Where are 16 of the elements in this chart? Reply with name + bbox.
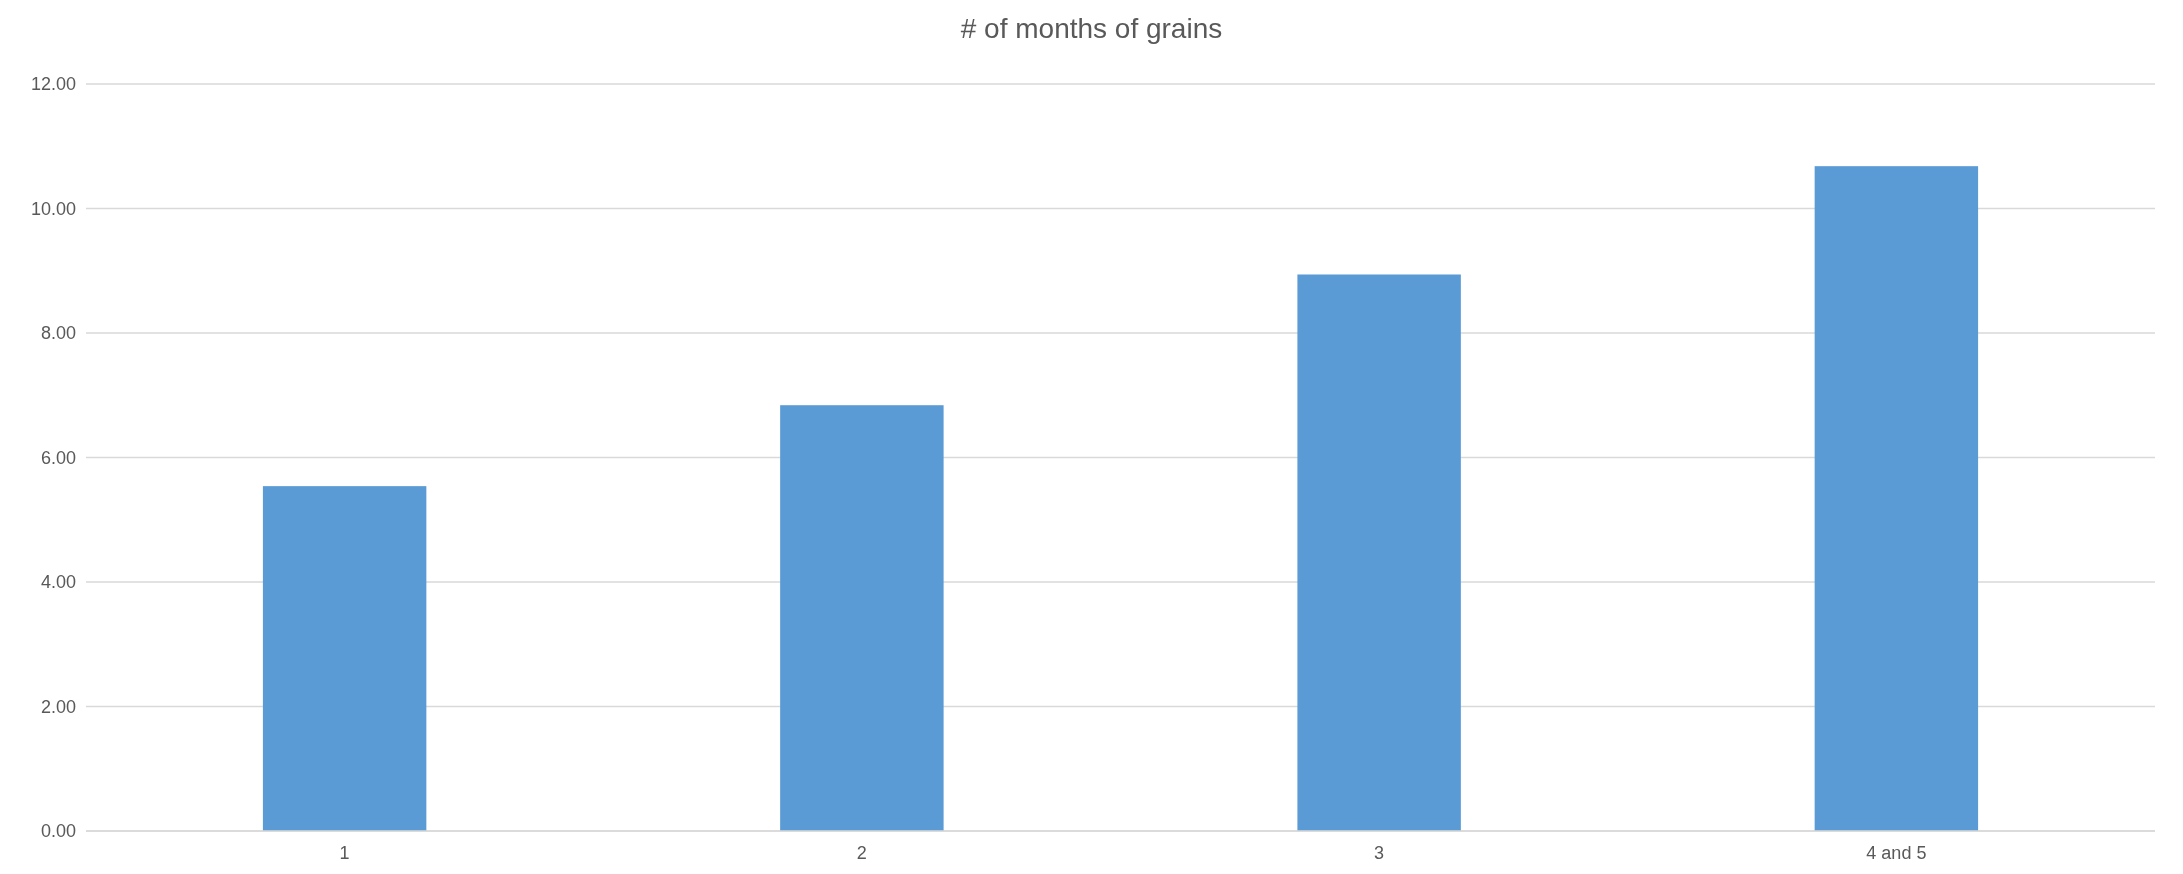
y-tick-label: 4.00 bbox=[40, 572, 76, 593]
y-tick-label: 8.00 bbox=[40, 323, 76, 344]
y-tick-label: 0.00 bbox=[40, 821, 76, 842]
x-tick-label: 3 bbox=[1374, 843, 1385, 863]
bar bbox=[1297, 274, 1461, 831]
y-tick-label: 6.00 bbox=[40, 447, 76, 468]
chart-title: # of months of grains bbox=[960, 13, 1223, 44]
y-tick-label: 10.00 bbox=[30, 198, 76, 219]
x-tick-label: 4 and 5 bbox=[1866, 843, 1927, 863]
bar bbox=[262, 486, 427, 831]
y-tick-label: 2.00 bbox=[40, 696, 76, 717]
x-tick-label: 2 bbox=[856, 843, 867, 863]
bar bbox=[1814, 166, 1979, 831]
bar bbox=[780, 405, 944, 831]
x-tick-label: 1 bbox=[339, 843, 350, 863]
y-tick-label: 12.00 bbox=[30, 74, 76, 95]
